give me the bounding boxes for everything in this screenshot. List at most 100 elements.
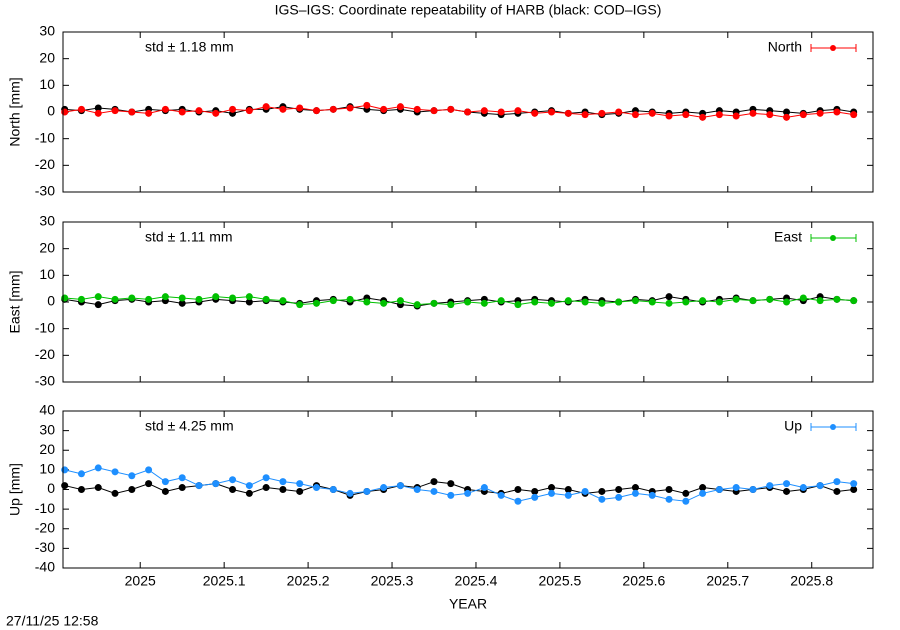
legend-label: East: [774, 229, 802, 245]
data-point: [615, 486, 623, 493]
y-tick-label: 10: [39, 461, 55, 477]
x-tick-label: 2025.2: [287, 573, 330, 589]
data-point: [615, 108, 623, 116]
y-tick-label: 10: [39, 76, 55, 92]
y-tick-label: 0: [47, 480, 55, 496]
data-point: [699, 113, 707, 121]
data-point: [548, 484, 556, 492]
data-point: [715, 486, 723, 493]
data-point: [514, 486, 522, 493]
data-point: [783, 298, 791, 306]
data-point: [665, 293, 673, 301]
data-point: [229, 105, 237, 113]
data-point: [816, 297, 824, 305]
data-point: [783, 108, 791, 116]
data-point: [77, 105, 85, 113]
plot-frame: [62, 221, 874, 383]
data-point: [195, 295, 203, 303]
data-point: [312, 484, 320, 492]
data-point: [178, 474, 186, 482]
data-point: [178, 108, 186, 116]
data-point: [682, 111, 690, 119]
data-point: [195, 482, 203, 490]
data-point: [631, 297, 639, 305]
data-point: [363, 101, 371, 109]
y-axis-label: East [mm]: [7, 270, 23, 333]
data-point: [581, 298, 589, 306]
x-tick-label: 2025: [125, 573, 156, 589]
data-point: [178, 299, 186, 307]
data-point: [94, 301, 102, 309]
data-point: [346, 104, 354, 112]
data-point: [514, 497, 522, 505]
data-point: [329, 297, 337, 305]
data-point: [145, 109, 153, 117]
y-tick-label: -20: [35, 346, 55, 362]
data-point: [212, 293, 220, 301]
data-point: [262, 474, 270, 482]
data-point: [531, 298, 539, 306]
data-point: [497, 108, 505, 116]
x-tick-label: 2025.3: [371, 573, 414, 589]
data-point: [615, 493, 623, 501]
y-tick-label: -30: [35, 183, 55, 199]
y-tick-label: 20: [39, 441, 55, 457]
figure-title: IGS–IGS: Coordinate repeatability of HAR…: [275, 2, 662, 18]
data-point: [245, 293, 253, 301]
data-point: [598, 299, 606, 307]
data-point: [111, 468, 119, 476]
data-point: [430, 299, 438, 307]
data-point: [245, 107, 253, 115]
data-point: [245, 298, 253, 306]
data-point: [682, 497, 690, 505]
data-point: [346, 489, 354, 497]
y-tick-label: -10: [35, 500, 55, 516]
data-point: [615, 298, 623, 306]
data-point: [648, 491, 656, 499]
y-tick-label: 20: [39, 239, 55, 255]
data-point: [296, 487, 304, 495]
data-point: [766, 111, 774, 119]
legend-label: Up: [784, 418, 802, 434]
data-point: [514, 301, 522, 309]
x-tick-label: 2025.4: [455, 573, 498, 589]
data-point: [279, 297, 287, 305]
x-axis-label: YEAR: [449, 596, 487, 612]
y-tick-label: -30: [35, 539, 55, 555]
y-tick-label: -10: [35, 129, 55, 145]
data-point: [598, 495, 606, 503]
data-point: [178, 294, 186, 302]
data-point: [380, 299, 388, 307]
data-point: [816, 109, 824, 117]
data-point: [77, 470, 85, 478]
data-point: [430, 487, 438, 495]
data-point: [749, 297, 757, 305]
data-point: [631, 484, 639, 492]
data-point: [262, 484, 270, 492]
data-point: [61, 466, 69, 474]
y-tick-label: -40: [35, 559, 55, 575]
data-point: [212, 480, 220, 488]
data-point: [61, 108, 69, 116]
data-point: [111, 107, 119, 115]
y-tick-label: 40: [39, 402, 55, 418]
data-point: [430, 107, 438, 115]
data-point: [783, 480, 791, 488]
x-tick-label: 2025.5: [538, 573, 581, 589]
data-point: [799, 111, 807, 119]
data-point: [749, 109, 757, 117]
data-point: [464, 489, 472, 497]
data-point: [564, 491, 572, 499]
data-point: [833, 295, 841, 303]
data-point: [296, 104, 304, 112]
data-point: [447, 301, 455, 309]
std-annotation: std ± 1.18 mm: [145, 39, 234, 55]
data-point: [61, 482, 69, 490]
data-point: [464, 108, 472, 116]
data-point: [833, 487, 841, 495]
y-tick-label: 30: [39, 213, 55, 229]
data-point: [128, 472, 136, 480]
data-point: [245, 482, 253, 490]
